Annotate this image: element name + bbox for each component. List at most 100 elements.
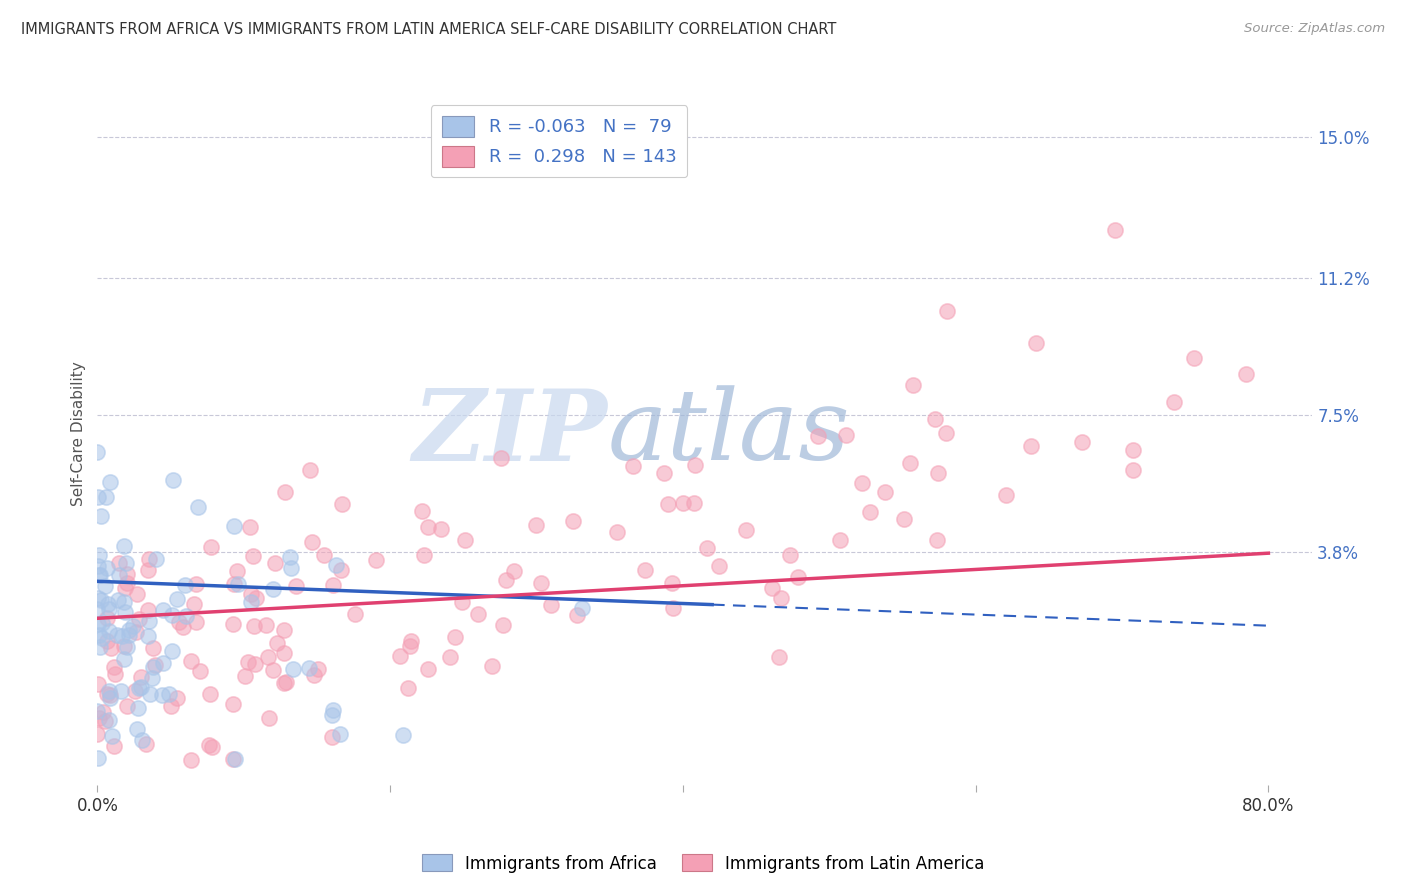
Point — [240, 595, 263, 609]
Point — [418, 662, 440, 676]
Point — [117, 623, 139, 637]
Point — [103, 739, 125, 754]
Point — [281, 662, 304, 676]
Point — [96, 634, 118, 648]
Point — [139, 687, 162, 701]
Point — [108, 568, 131, 582]
Point — [924, 412, 946, 426]
Point — [524, 518, 547, 533]
Point — [89, 711, 111, 725]
Point — [222, 518, 245, 533]
Point — [399, 640, 422, 654]
Point — [86, 704, 108, 718]
Point — [98, 684, 121, 698]
Point — [222, 697, 245, 711]
Point — [131, 681, 153, 695]
Point — [121, 618, 143, 632]
Point — [454, 533, 477, 547]
Point — [770, 591, 793, 606]
Text: atlas: atlas — [607, 385, 851, 481]
Point — [562, 514, 585, 528]
Text: Source: ZipAtlas.com: Source: ZipAtlas.com — [1244, 22, 1385, 36]
Point — [364, 553, 387, 567]
Point — [125, 723, 148, 737]
Point — [198, 738, 221, 752]
Point — [143, 657, 166, 672]
Point — [329, 727, 352, 741]
Point — [256, 650, 278, 665]
Point — [239, 520, 262, 534]
Point — [1104, 223, 1126, 237]
Point — [274, 485, 297, 500]
Point — [86, 602, 108, 616]
Point — [226, 565, 249, 579]
Point — [169, 615, 191, 630]
Point — [299, 462, 322, 476]
Y-axis label: Self-Care Disability: Self-Care Disability — [72, 361, 86, 506]
Point — [285, 579, 308, 593]
Legend: Immigrants from Africa, Immigrants from Latin America: Immigrants from Africa, Immigrants from … — [415, 847, 991, 880]
Point — [761, 581, 783, 595]
Point — [112, 640, 135, 654]
Point — [89, 567, 111, 582]
Point — [1071, 434, 1094, 449]
Point — [312, 548, 335, 562]
Point — [150, 688, 173, 702]
Point — [388, 648, 411, 663]
Point — [325, 558, 347, 572]
Point — [125, 625, 148, 640]
Point — [1025, 336, 1047, 351]
Point — [145, 552, 167, 566]
Point — [411, 504, 433, 518]
Point — [224, 752, 246, 766]
Point — [321, 731, 343, 745]
Point — [439, 649, 461, 664]
Point — [108, 557, 131, 571]
Point — [273, 646, 295, 660]
Point — [274, 675, 297, 690]
Point — [98, 624, 121, 638]
Point — [94, 714, 117, 728]
Point — [418, 520, 440, 534]
Point — [683, 458, 706, 472]
Point — [927, 533, 949, 547]
Point — [162, 474, 184, 488]
Point — [330, 563, 353, 577]
Point — [103, 660, 125, 674]
Point — [114, 581, 136, 595]
Point — [399, 634, 422, 648]
Point — [90, 593, 112, 607]
Point — [90, 508, 112, 523]
Point — [136, 629, 159, 643]
Point — [87, 548, 110, 562]
Point — [91, 705, 114, 719]
Point — [280, 561, 302, 575]
Point — [87, 591, 110, 605]
Point — [245, 591, 267, 605]
Point — [224, 577, 246, 591]
Point — [696, 541, 718, 556]
Point — [183, 597, 205, 611]
Point — [152, 656, 174, 670]
Point — [87, 558, 110, 573]
Point — [118, 627, 141, 641]
Point — [142, 659, 165, 673]
Point — [652, 467, 675, 481]
Point — [138, 603, 160, 617]
Point — [112, 539, 135, 553]
Point — [97, 714, 120, 728]
Legend: R = -0.063   N =  79, R =  0.298   N = 143: R = -0.063 N = 79, R = 0.298 N = 143 — [430, 105, 688, 178]
Point — [98, 475, 121, 490]
Point — [330, 497, 353, 511]
Point — [115, 640, 138, 655]
Point — [135, 737, 157, 751]
Point — [786, 570, 808, 584]
Point — [136, 563, 159, 577]
Point — [98, 689, 121, 703]
Point — [298, 661, 321, 675]
Point — [98, 691, 121, 706]
Point — [96, 561, 118, 575]
Point — [115, 566, 138, 581]
Point — [226, 577, 249, 591]
Point — [301, 535, 323, 549]
